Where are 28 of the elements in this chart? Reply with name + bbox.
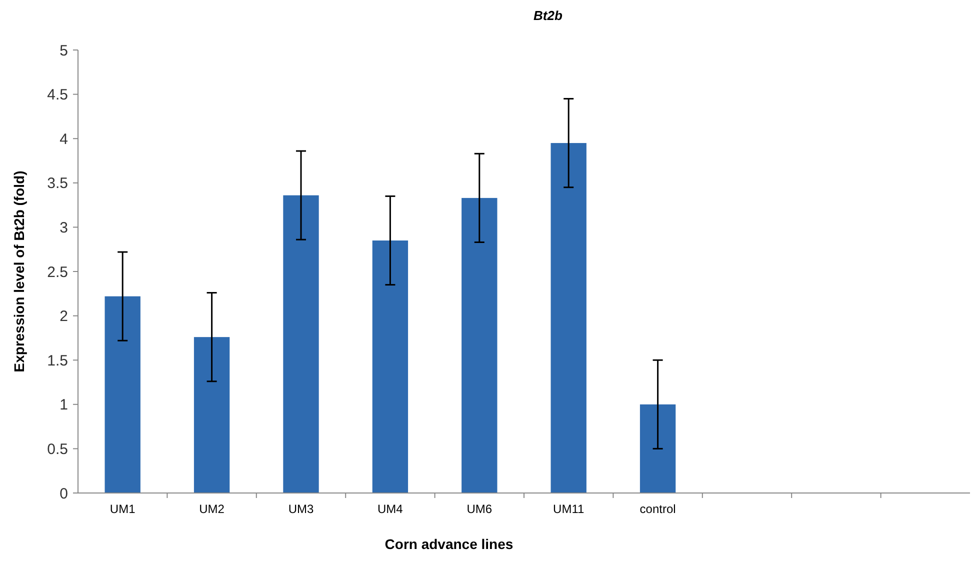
y-tick-label: 1.5: [47, 352, 68, 370]
y-tick-label: 5: [60, 42, 68, 60]
y-tick-label: 4: [60, 130, 68, 148]
x-tick-label: UM11: [553, 502, 584, 516]
x-tick-label: UM4: [378, 502, 404, 516]
y-tick-label: 3.5: [47, 175, 68, 192]
x-tick-label: UM3: [288, 502, 314, 516]
x-tick-label: UM6: [466, 502, 492, 516]
bar: [194, 337, 230, 493]
y-tick-label: 4.5: [47, 86, 68, 104]
bar: [104, 296, 140, 493]
y-tick-label: 2.5: [47, 264, 68, 281]
y-tick-label: 2: [60, 308, 68, 326]
y-tick-label: 0: [60, 485, 68, 502]
y-axis-title: Expression level of Bt2b (fold): [11, 170, 27, 372]
x-tick-label: UM1: [110, 502, 136, 516]
y-tick-label: 3: [60, 219, 68, 236]
bar: [640, 404, 676, 493]
y-tick-label: 0.5: [47, 440, 68, 458]
chart-title: Bt2b: [534, 8, 562, 23]
bar: [372, 240, 408, 493]
x-tick-label: control: [640, 502, 676, 516]
bar: [462, 198, 498, 493]
y-tick-label: 1: [60, 396, 68, 414]
bar: [283, 195, 319, 493]
bar: [550, 143, 586, 493]
x-tick-label: UM2: [199, 502, 225, 516]
x-axis-title: Corn advance lines: [384, 536, 514, 552]
